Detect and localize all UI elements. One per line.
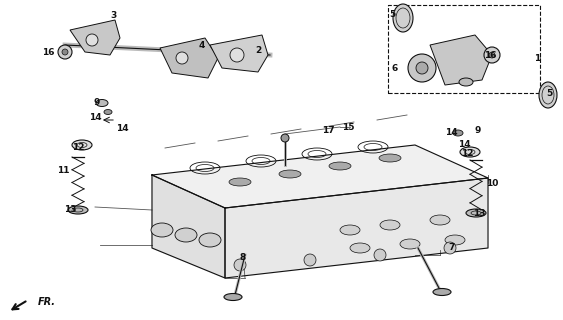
Circle shape [281,134,289,142]
Ellipse shape [199,233,221,247]
Bar [388,5,540,93]
Ellipse shape [104,109,112,115]
Text: 17: 17 [321,125,334,134]
Circle shape [489,52,495,58]
Ellipse shape [466,209,486,217]
Text: 3: 3 [110,11,116,20]
Ellipse shape [350,243,370,253]
Text: 9: 9 [94,98,100,107]
Circle shape [58,45,72,59]
Ellipse shape [460,147,480,157]
Ellipse shape [224,293,242,300]
Circle shape [304,254,316,266]
Circle shape [484,47,500,63]
Text: 5: 5 [546,89,552,98]
Polygon shape [225,178,488,278]
Text: 1: 1 [534,53,540,62]
Ellipse shape [379,154,401,162]
Text: 12: 12 [72,142,84,151]
Ellipse shape [393,4,413,32]
Text: 2: 2 [255,45,261,54]
Circle shape [176,52,188,64]
Text: 10: 10 [486,179,498,188]
Ellipse shape [340,225,360,235]
Ellipse shape [539,82,557,108]
Text: 5: 5 [389,10,395,19]
Circle shape [444,242,456,254]
Text: 14: 14 [445,127,457,137]
Circle shape [416,62,428,74]
Text: 12: 12 [461,148,473,157]
Ellipse shape [433,289,451,295]
Ellipse shape [453,130,463,136]
Circle shape [234,259,246,271]
Circle shape [230,48,244,62]
Ellipse shape [329,162,351,170]
Polygon shape [430,35,492,85]
Text: 13: 13 [473,209,485,218]
Text: 6: 6 [392,63,398,73]
Ellipse shape [68,206,88,214]
Circle shape [86,34,98,46]
Ellipse shape [72,140,92,150]
Ellipse shape [380,220,400,230]
Text: 4: 4 [199,41,205,50]
Text: 16: 16 [42,47,54,57]
Ellipse shape [229,178,251,186]
Ellipse shape [459,78,473,86]
Polygon shape [70,20,120,55]
Polygon shape [152,175,225,278]
Polygon shape [210,35,268,72]
Ellipse shape [151,223,173,237]
Text: 7: 7 [449,244,455,252]
Circle shape [408,54,436,82]
Circle shape [374,249,386,261]
Ellipse shape [400,239,420,249]
Ellipse shape [96,100,108,107]
Ellipse shape [430,215,450,225]
Text: 13: 13 [64,205,76,214]
Text: 14: 14 [458,140,470,148]
Text: 11: 11 [57,165,69,174]
Ellipse shape [445,235,465,245]
Text: 14: 14 [115,124,128,132]
Circle shape [62,49,68,55]
Ellipse shape [175,228,197,242]
Polygon shape [160,38,218,78]
Ellipse shape [279,170,301,178]
Text: 8: 8 [240,253,246,262]
Text: FR.: FR. [38,297,56,307]
Text: 14: 14 [89,113,101,122]
Text: 15: 15 [342,123,354,132]
Text: 9: 9 [475,125,481,134]
Polygon shape [152,145,488,208]
Text: 16: 16 [484,51,496,60]
